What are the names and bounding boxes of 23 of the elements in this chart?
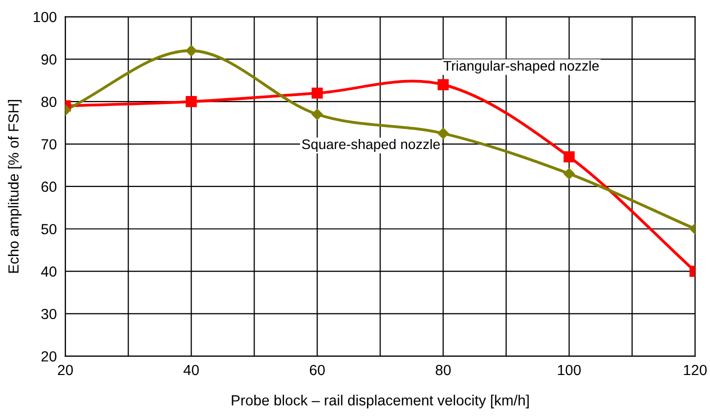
x-tick-label: 20 <box>58 364 73 376</box>
y-tick-label: 100 <box>34 12 56 22</box>
series-label: Square-shaped nozzle <box>302 138 440 152</box>
point <box>312 108 323 120</box>
point <box>312 88 323 99</box>
y-tick-label: 60 <box>42 182 56 192</box>
y-axis-title: Echo amplitude [% of FSH] <box>8 100 22 273</box>
x-tick-label: 100 <box>558 364 581 376</box>
y-tick-label: 80 <box>41 96 56 108</box>
y-tick-label: 70 <box>42 139 56 150</box>
y-tick-label: 40 <box>41 266 56 277</box>
series-label: Triangular-shaped nozzle <box>443 60 599 74</box>
point <box>438 79 449 90</box>
x-tick-label: 40 <box>184 364 199 376</box>
x-tick-label: 60 <box>310 364 325 376</box>
x-tick-label: 120 <box>684 364 707 376</box>
x-axis-title: Probe block – rail displacement velocity [km/h] <box>232 394 529 408</box>
y-tick-label: 30 <box>41 308 56 320</box>
y-tick-label: 50 <box>41 224 56 234</box>
y-tick-label: 20 <box>42 351 56 362</box>
x-tick-label: 80 <box>436 364 451 376</box>
point <box>438 128 449 140</box>
y-tick-label: 90 <box>41 54 56 65</box>
